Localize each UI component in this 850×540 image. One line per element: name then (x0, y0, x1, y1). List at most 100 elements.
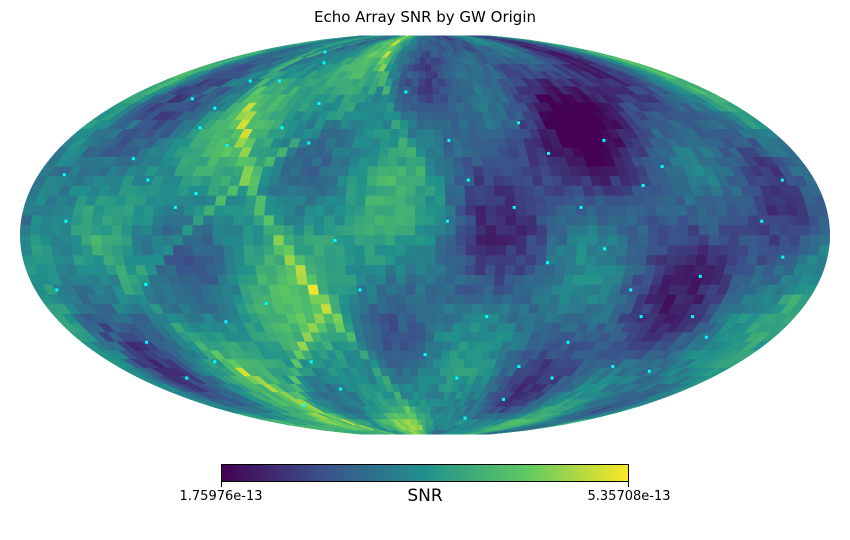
sky-pixel (542, 185, 555, 196)
sky-pixel (252, 234, 264, 246)
sky-pixel (141, 214, 154, 226)
sky-pixel (433, 128, 444, 139)
sky-pixel (100, 234, 112, 246)
sky-pixel (359, 146, 371, 157)
sky-pixel (384, 204, 396, 216)
sky-pixel (417, 78, 426, 87)
sky-pixel (284, 264, 297, 276)
sky-pixel (359, 313, 371, 324)
source-marker (780, 178, 784, 182)
source-marker (603, 247, 607, 251)
sky-pixel (354, 195, 366, 206)
sky-pixel (324, 264, 337, 276)
sky-pixel (394, 254, 406, 266)
sky-pixel (121, 244, 134, 256)
sky-pixel (657, 234, 669, 246)
sky-pixel (491, 165, 503, 176)
sky-pixel (252, 214, 265, 226)
sky-pixel (50, 234, 62, 246)
sky-pixel (441, 128, 452, 139)
sky-pixel (334, 195, 346, 206)
sky-pixel (593, 195, 606, 206)
sky-pixel (283, 204, 296, 216)
sky-pixel (482, 284, 495, 295)
sky-pixel (242, 234, 254, 246)
sky-pixel (424, 254, 436, 266)
sky-pixel (504, 254, 517, 266)
sky-pixel (500, 165, 513, 176)
sky-pixel (303, 204, 316, 216)
sky-pixel (424, 331, 435, 342)
sky-pixel (304, 195, 317, 206)
sky-pixel (424, 322, 435, 333)
sky-pixel (495, 234, 507, 246)
sky-pixel (232, 224, 244, 236)
sky-pixel (313, 234, 325, 246)
sky-pixel (434, 214, 446, 226)
sky-pixel (454, 244, 466, 256)
sky-pixel (384, 274, 396, 285)
sky-pixel (461, 146, 473, 157)
sky-pixel (424, 340, 434, 351)
sky-pixel (398, 331, 409, 342)
sky-pixel (534, 254, 547, 266)
source-marker (64, 219, 68, 223)
sky-pixel (424, 146, 435, 157)
sky-pixel (474, 254, 486, 266)
sky-pixel (565, 214, 578, 226)
sky-pixel (545, 244, 557, 256)
sky-pixel (808, 224, 821, 236)
sky-pixel (470, 313, 482, 324)
sky-pixel (460, 137, 471, 148)
sky-pixel (448, 110, 459, 121)
sky-pixel (488, 146, 500, 157)
sky-pixel (442, 322, 453, 333)
sky-pixel (415, 128, 426, 139)
source-marker (323, 50, 327, 54)
source-marker (502, 397, 505, 401)
sky-pixel (696, 214, 709, 226)
sky-pixel (424, 93, 433, 103)
sky-pixel (242, 244, 255, 256)
sky-pixel (294, 264, 307, 276)
sky-pixel (333, 204, 346, 216)
sky-pixel (525, 214, 537, 226)
sky-pixel (323, 244, 335, 256)
sky-pixel (512, 185, 525, 196)
sky-pixel (624, 254, 637, 266)
sky-pixel (424, 398, 432, 407)
sky-pixel (409, 367, 419, 377)
sky-pixel (637, 234, 649, 246)
sky-pixel (504, 195, 516, 206)
sky-pixel (212, 244, 224, 256)
sky-pixel (758, 234, 770, 246)
sky-pixel (405, 293, 416, 305)
sky-pixel (566, 234, 578, 246)
sky-pixel (583, 195, 596, 206)
sky-pixel (495, 244, 507, 256)
sky-pixel (161, 244, 174, 256)
sky-pixel (707, 224, 719, 236)
sky-pixel (21, 204, 35, 216)
sky-pixel (70, 234, 82, 246)
sky-pixel (110, 224, 122, 236)
sky-pixel (202, 204, 216, 216)
sky-pixel (369, 137, 381, 148)
sky-pixel (405, 146, 417, 157)
sky-pixel (444, 204, 456, 216)
sky-pixel (667, 224, 679, 236)
sky-pixel (303, 254, 316, 266)
sky-pixel (375, 284, 387, 295)
sky-pixel (405, 313, 417, 324)
sky-pixel (323, 204, 336, 216)
sky-pixel (262, 224, 274, 236)
sky-pixel (446, 367, 456, 377)
sky-pixel (434, 274, 446, 285)
sky-pixel (355, 284, 368, 295)
sky-pixel (467, 128, 479, 139)
sky-pixel (606, 244, 618, 256)
sky-pixel (636, 244, 648, 256)
source-marker (322, 61, 326, 65)
sky-pixel (282, 234, 294, 246)
sky-pixel (576, 224, 588, 236)
